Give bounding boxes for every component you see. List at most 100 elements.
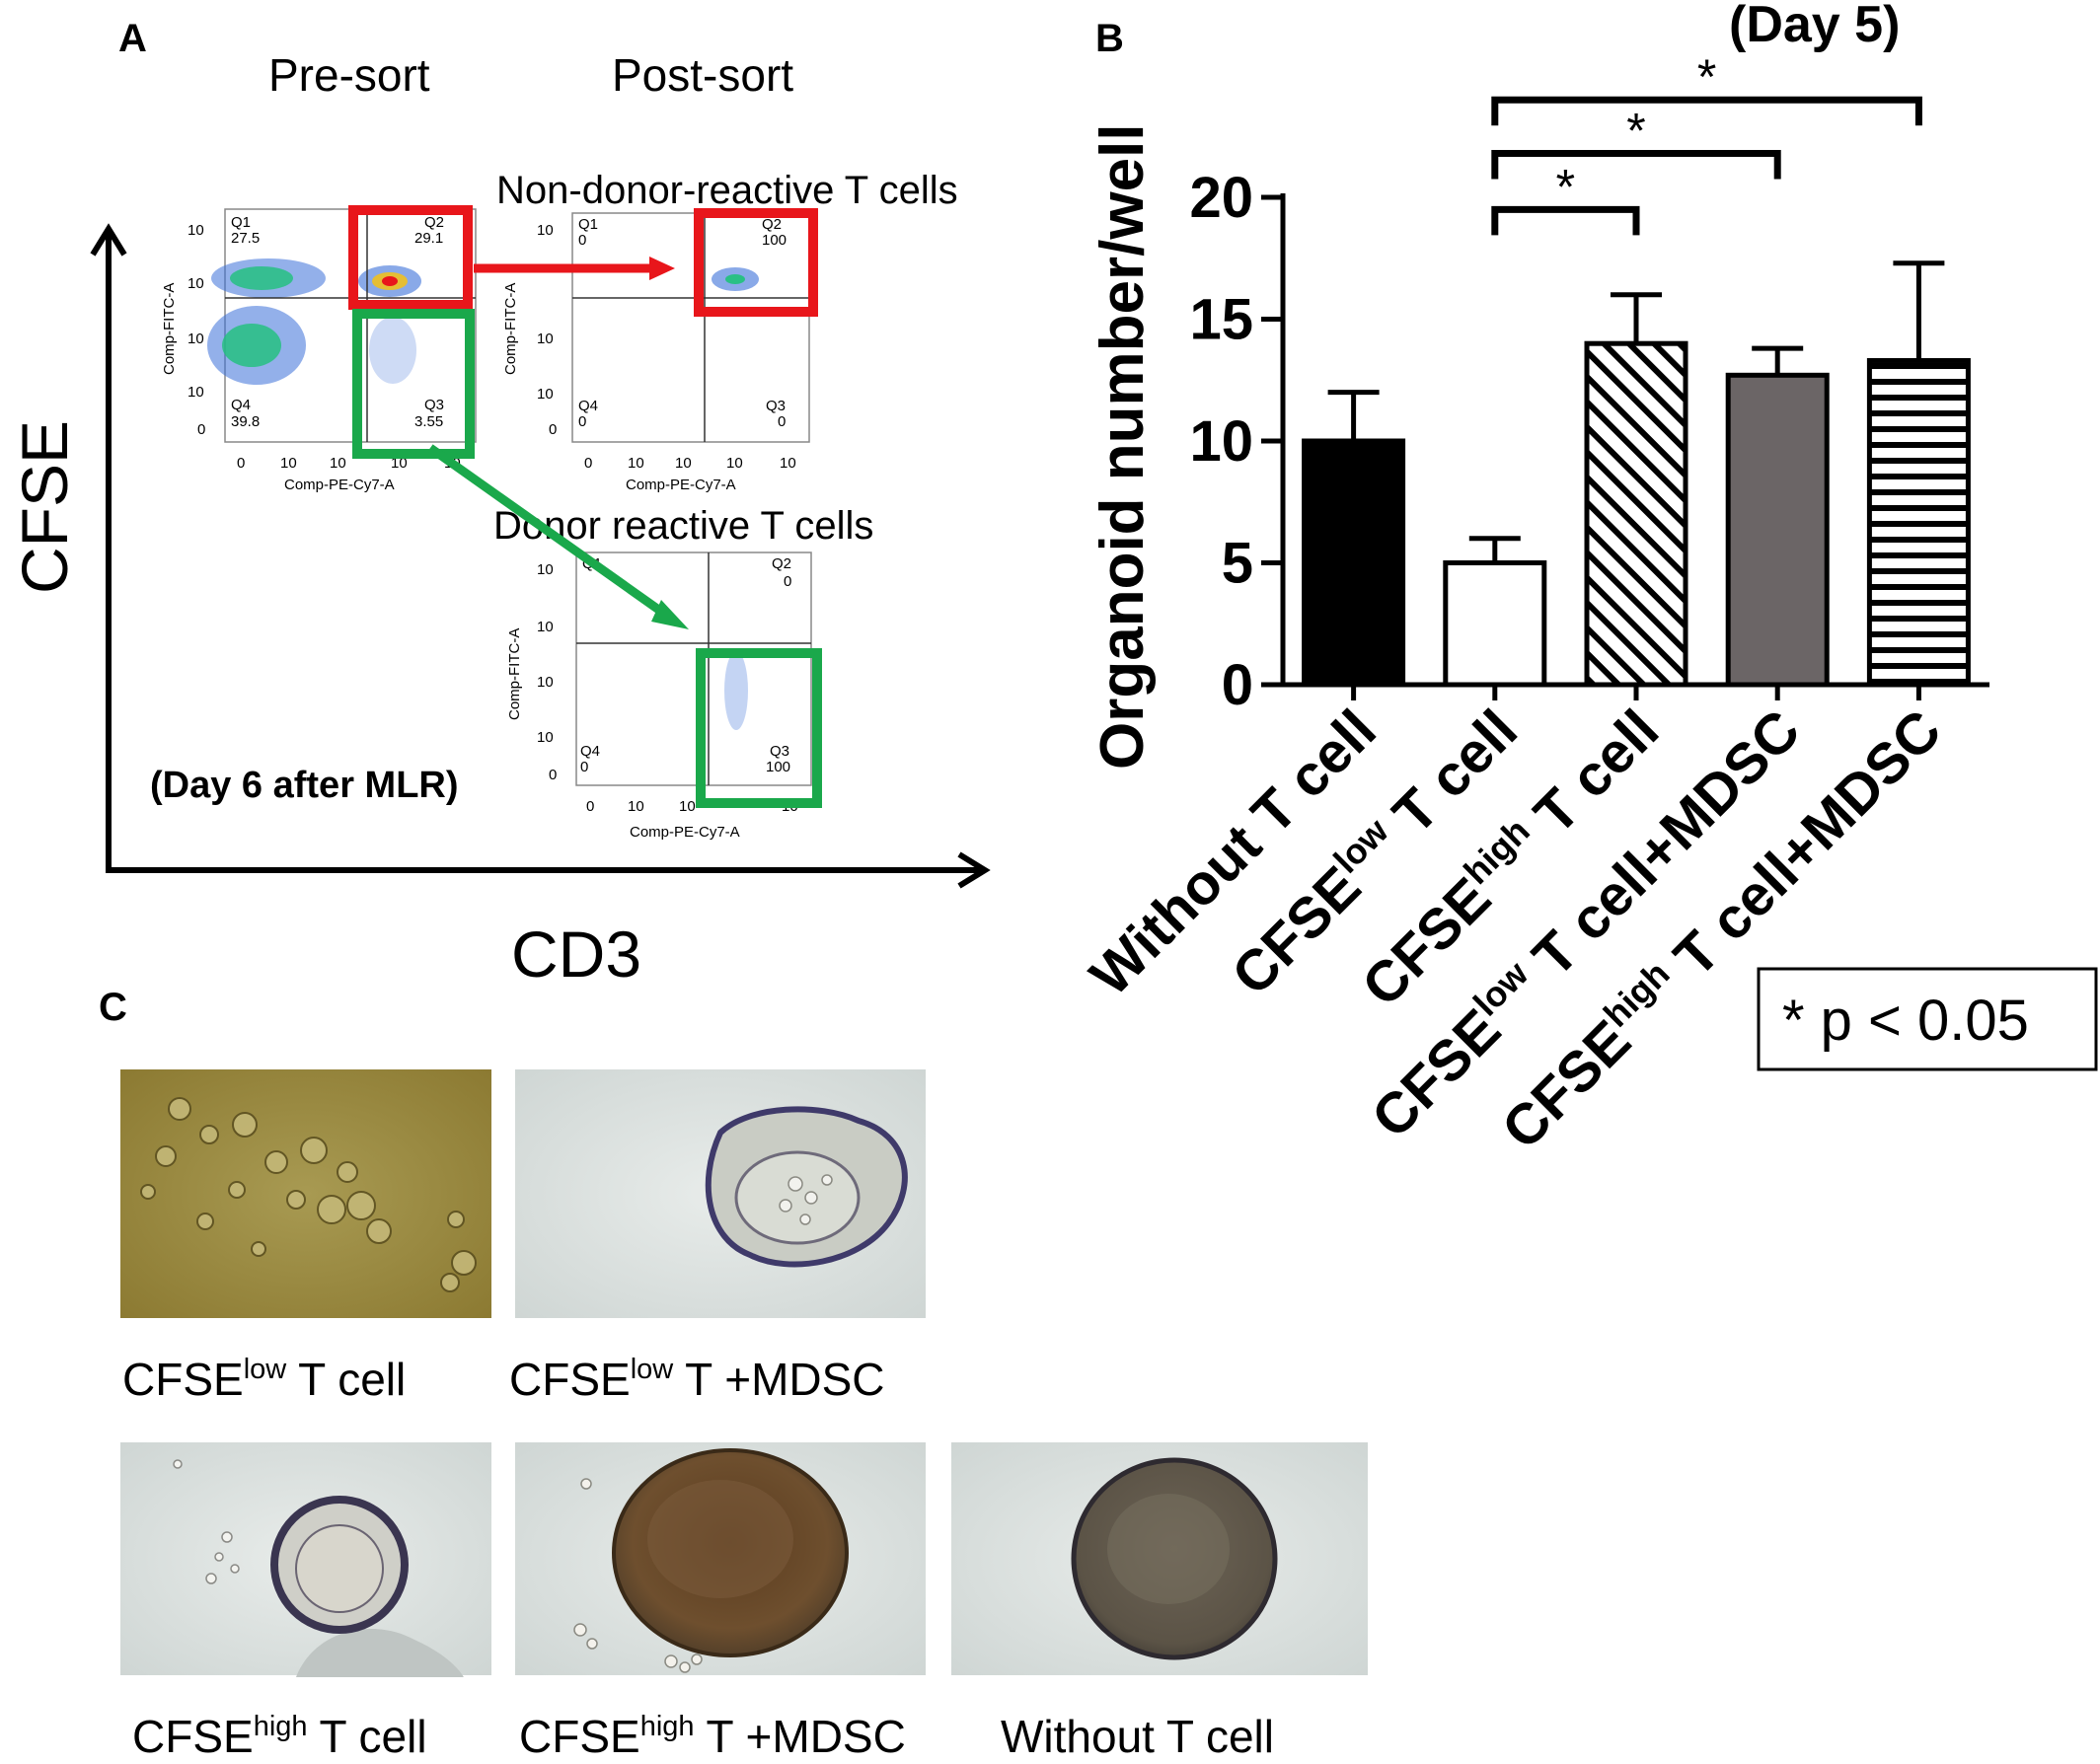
- presort-ytick-5: 10: [188, 222, 204, 239]
- red-arrow-head: [649, 257, 675, 280]
- panel-c: C: [99, 986, 1368, 1762]
- presort-q1-value: 27.5: [231, 230, 260, 247]
- nondonor-x-label: Comp-PE-Cy7-A: [626, 477, 736, 493]
- presort-xtick-3: 10: [330, 455, 346, 472]
- nondonor-flow-plot: Q1 0 Q2 100 Q4 0 Q3 0 10 10 10 0 0 10 10…: [502, 212, 810, 493]
- presort-density-cloud: [207, 258, 421, 385]
- donor-xtick-3: 10: [679, 798, 696, 815]
- presort-q1-label: Q1: [231, 214, 251, 231]
- micrograph-caption: CFSElow T cell: [122, 1354, 406, 1405]
- donor-q2-value: 0: [784, 573, 791, 590]
- micrograph-cfse-low-t-mdsc: [515, 1069, 926, 1318]
- pre-sort-label: Pre-sort: [268, 49, 430, 101]
- y-tick-label: 10: [1189, 409, 1253, 474]
- donor-ytick-3: 10: [537, 674, 554, 691]
- micrograph-caption: CFSElow T +MDSC: [509, 1354, 885, 1405]
- cd3-axis-arrowhead: [957, 851, 991, 889]
- donor-ytick-0: 0: [549, 767, 557, 783]
- donor-plot-frame: [575, 551, 812, 786]
- bar: [1866, 357, 1971, 688]
- nondonor-ytick-0: 0: [549, 421, 557, 438]
- bar: [1302, 438, 1406, 688]
- donor-density: [724, 651, 748, 730]
- nondonor-q1-label: Q1: [578, 216, 598, 233]
- micrograph-cfse-high-t-mdsc: [515, 1442, 926, 1675]
- donor-y-label: Comp-FITC-A: [506, 628, 523, 720]
- presort-xtick-4: 10: [391, 455, 408, 472]
- cfse-axis-title: CFSE: [8, 420, 81, 594]
- micrograph-without-t-cell: [951, 1442, 1368, 1675]
- cd3-axis-title: CD3: [511, 918, 641, 991]
- y-tick-label: 20: [1189, 166, 1253, 230]
- donor-green-gate: [696, 648, 822, 808]
- day-6-note: (Day 6 after MLR): [150, 765, 459, 806]
- presort-q4-value: 39.8: [231, 413, 260, 430]
- donor-flow-plot: Q1 Q2 0 Q4 0 Q3 100 10 10 10 10 0 0 10 1…: [506, 551, 812, 841]
- p-value-legend: * p < 0.05: [1757, 967, 2098, 1071]
- y-tick-label: 15: [1189, 288, 1253, 352]
- significance-bracket: [1491, 150, 1781, 180]
- micrograph-cfse-low-t-cell: [120, 1069, 491, 1318]
- cfse-axis-arrowhead: [90, 223, 127, 257]
- micrograph-caption: Without T cell: [1001, 1711, 1274, 1762]
- micrograph-caption: CFSEhigh T cell: [132, 1711, 427, 1762]
- significance-star: *: [1697, 49, 1716, 105]
- nondonor-ytick-2: 10: [537, 386, 554, 403]
- nondonor-xtick-0: 0: [584, 455, 592, 472]
- panel-a: A Pre-sort Post-sort Non-donor-reactive …: [8, 17, 991, 991]
- nondonor-xtick-3: 10: [675, 455, 692, 472]
- donor-xtick-2: 10: [628, 798, 644, 815]
- presort-q4-label: Q4: [231, 397, 251, 413]
- bar: [1584, 340, 1688, 688]
- donor-ytick-5: 10: [537, 561, 554, 578]
- panel-b-letter: B: [1095, 17, 1124, 60]
- chart-y-axis-title: Organoid number/well: [1088, 123, 1157, 770]
- nondonor-q4-value: 0: [578, 413, 586, 430]
- nondonor-q2-value: 100: [762, 232, 787, 249]
- legend-box: [1757, 967, 2098, 1071]
- donor-reactive-label: Donor reactive T cells: [493, 504, 873, 548]
- presort-q3-label: Q3: [424, 397, 444, 413]
- presort-ytick-3: 10: [188, 331, 204, 347]
- presort-q3-value: 3.55: [414, 413, 443, 430]
- significance-bracket: [1491, 205, 1640, 236]
- green-arrow-head: [651, 600, 689, 629]
- nondonor-xtick-4: 10: [726, 455, 743, 472]
- presort-ytick-0: 0: [197, 421, 205, 438]
- presort-q2-value: 29.1: [414, 230, 443, 247]
- donor-x-label: Comp-PE-Cy7-A: [630, 824, 740, 841]
- presort-xtick-2: 10: [280, 455, 297, 472]
- green-arrow-shaft: [427, 444, 670, 620]
- panel-a-letter: A: [118, 17, 147, 60]
- panel-c-letter: C: [99, 986, 127, 1029]
- nondonor-xtick-5: 10: [780, 455, 796, 472]
- nondonor-y-label: Comp-FITC-A: [502, 283, 519, 375]
- legend-text: * p < 0.05: [1782, 989, 2029, 1053]
- micrograph-captions: CFSElow T cell CFSElow T +MDSC CFSEhigh T …: [122, 1354, 1274, 1762]
- presort-x-label: Comp-PE-Cy7-A: [284, 477, 395, 493]
- y-tick-label: 0: [1222, 653, 1253, 717]
- presort-y-label: Comp-FITC-A: [161, 283, 178, 375]
- presort-red-gate: [348, 205, 473, 310]
- non-donor-reactive-label: Non-donor-reactive T cells: [496, 169, 958, 212]
- nondonor-red-gate: [694, 208, 818, 317]
- nondonor-ytick-3: 10: [537, 331, 554, 347]
- y-tick-label: 5: [1222, 532, 1253, 596]
- presort-ytick-4: 10: [188, 275, 204, 292]
- post-sort-label: Post-sort: [612, 49, 793, 101]
- nondonor-q2-label: Q2: [762, 216, 782, 233]
- significance-star: *: [1556, 159, 1575, 214]
- donor-xtick-0: 0: [586, 798, 594, 815]
- bar: [1443, 560, 1547, 688]
- panel-b: B (Day 5) Organoid number/well 05101520W…: [1078, 0, 2098, 1161]
- presort-ytick-2: 10: [188, 384, 204, 401]
- significance-star: *: [1626, 104, 1645, 159]
- presort-q2-label: Q2: [424, 214, 444, 231]
- bar: [1725, 372, 1830, 688]
- donor-q4-label: Q4: [580, 743, 600, 760]
- nondonor-xtick-2: 10: [628, 455, 644, 472]
- nondonor-density-core: [725, 274, 745, 284]
- nondonor-q1-value: 0: [578, 232, 586, 249]
- significance-bracket: [1491, 96, 1922, 126]
